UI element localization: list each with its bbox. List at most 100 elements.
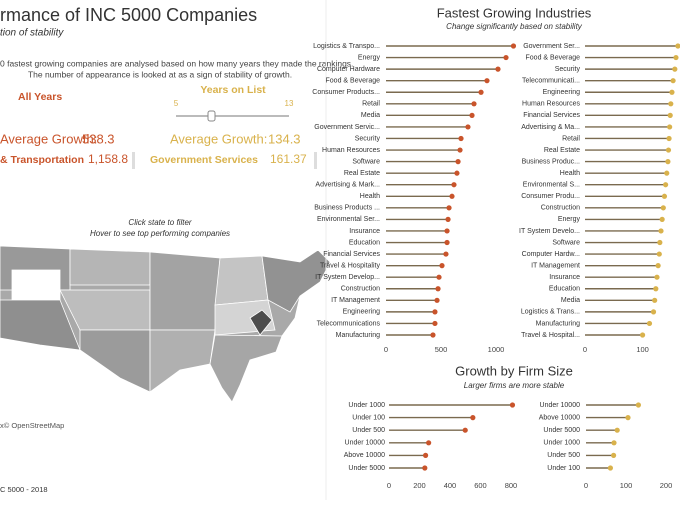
us-map[interactable] (0, 245, 331, 403)
lollipop-dot (670, 78, 676, 84)
lollipop-dot (435, 286, 441, 292)
top-value: 161.37 (270, 152, 307, 166)
category-label: Under 100 (352, 414, 385, 421)
lollipop-dot (432, 309, 438, 315)
lollipop-dot (426, 440, 432, 446)
category-label: Human Resources (322, 147, 380, 154)
x-tick-label: 0 (583, 345, 587, 354)
description: The number of appearance is looked at as… (28, 69, 292, 79)
map-state[interactable] (249, 309, 273, 336)
lollipop-dot (669, 89, 675, 95)
category-label: Under 5000 (543, 427, 580, 434)
lollipop-dot (443, 251, 449, 257)
category-label: Human Resources (522, 101, 580, 108)
lollipop-dot (653, 286, 659, 292)
map-state[interactable] (214, 255, 269, 306)
lollipop-dot (484, 78, 490, 84)
category-label: Environmental Ser... (317, 216, 380, 223)
category-label: Telecommunicati... (522, 78, 580, 85)
lollipop-dot (650, 309, 657, 315)
category-label: Food & Beverage (526, 54, 581, 61)
map-state[interactable] (79, 329, 151, 393)
lollipop-dot (665, 159, 671, 165)
chart-title: Fastest Growing Industries (437, 5, 592, 20)
map-instruction: Click state to filter (128, 218, 191, 227)
description: 0 fastest growing companies are analysed… (0, 58, 353, 68)
top-industry: Government Services (150, 154, 258, 166)
category-label: Consumer Products... (312, 89, 380, 96)
lollipop-dot (503, 54, 509, 61)
lollipop-dot (663, 182, 669, 188)
category-label: Media (361, 112, 380, 119)
category-label: Energy (358, 54, 381, 61)
x-tick-label: 1000 (488, 345, 505, 354)
category-label: Financial Services (523, 112, 580, 119)
lollipop-dot (659, 216, 665, 222)
category-label: Retail (362, 101, 380, 108)
lollipop-dot (655, 263, 661, 269)
lollipop-dot (646, 320, 653, 327)
chart-title: Growth by Firm Size (455, 363, 573, 378)
kpi-label: Average Growth: (0, 131, 97, 146)
lollipop-dot (458, 135, 464, 142)
lollipop-dot (661, 193, 668, 199)
lollipop-dot (672, 66, 678, 72)
dashboard-title: rmance of INC 5000 Companies (0, 5, 257, 25)
lollipop-dot (451, 182, 457, 188)
lollipop-dot (509, 402, 516, 408)
lollipop-dot (652, 297, 658, 303)
lollipop-dot (658, 228, 664, 234)
all-years-filter[interactable]: All Years (18, 91, 62, 103)
slider-label: Years on List (200, 84, 266, 96)
category-label: IT System Develop... (315, 274, 380, 281)
category-label: Business Products ... (314, 205, 380, 212)
category-label: Energy (558, 216, 581, 223)
x-tick-label: 0 (584, 481, 588, 490)
slider-handle[interactable] (207, 110, 216, 122)
map-state[interactable] (69, 248, 151, 286)
category-label: Under 500 (352, 427, 385, 434)
map-state[interactable] (0, 299, 81, 351)
x-tick-label: 200 (660, 481, 673, 490)
category-label: Security (555, 66, 581, 73)
lollipop-dot (436, 274, 442, 280)
lollipop-dot (445, 216, 451, 222)
lollipop-dot (430, 332, 436, 338)
lollipop-dot (614, 427, 620, 433)
lollipop-dot (665, 147, 672, 153)
category-label: Under 1000 (543, 440, 580, 447)
map-state[interactable] (209, 334, 283, 403)
x-tick-label: 600 (474, 481, 487, 490)
lollipop-dot (607, 465, 614, 471)
category-label: Construction (541, 205, 580, 212)
x-tick-label: 400 (444, 481, 457, 490)
category-label: Financial Services (323, 251, 380, 258)
category-label: Under 10000 (540, 402, 581, 409)
category-label: IT Management (331, 297, 380, 304)
category-label: Government Servic... (314, 124, 380, 131)
lollipop-dot (611, 452, 617, 458)
category-label: Software (352, 158, 380, 165)
map-state[interactable] (261, 249, 331, 313)
category-label: Under 5000 (348, 465, 385, 472)
lollipop-dot (625, 415, 631, 421)
category-label: Above 10000 (344, 452, 385, 459)
map-state[interactable] (11, 269, 61, 301)
lollipop-dot (664, 170, 670, 176)
lollipop-dot (449, 193, 455, 199)
category-label: IT System Develo... (519, 228, 580, 235)
footer: C 5000 - 2018 (0, 485, 48, 494)
map-attribution: x© OpenStreetMap (0, 421, 64, 430)
map-state[interactable] (149, 329, 216, 393)
x-tick-label: 200 (413, 481, 426, 490)
category-label: Under 500 (547, 452, 580, 459)
category-label: Business Produc... (522, 158, 580, 165)
category-label: Retail (562, 135, 580, 142)
map-state[interactable] (149, 251, 221, 331)
category-label: Manufacturing (536, 320, 580, 327)
category-label: Under 100 (547, 465, 580, 472)
lollipop-dot (471, 101, 477, 107)
lollipop-dot (455, 159, 461, 165)
top-value: 1,158.8 (88, 152, 128, 166)
category-label: Real Estate (344, 170, 380, 177)
